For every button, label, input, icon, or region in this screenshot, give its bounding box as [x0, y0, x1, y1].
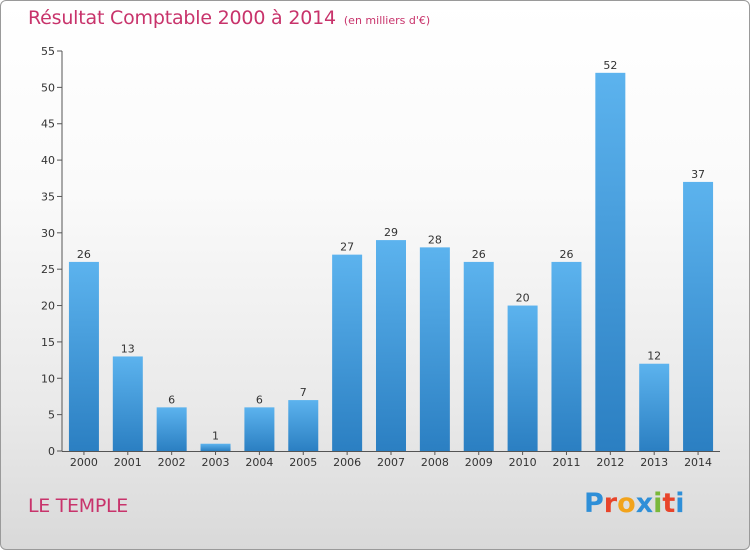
bar-value-label: 26 — [559, 248, 573, 261]
bar — [463, 261, 494, 451]
bar-value-label: 6 — [168, 393, 175, 406]
y-axis: 0 5 10 15 20 25 30 35 40 45 50 55 — [41, 45, 63, 458]
y-tick-label: 20 — [41, 300, 55, 313]
bar-value-label: 52 — [603, 59, 617, 72]
bar — [639, 363, 670, 451]
bar — [288, 400, 319, 451]
bar — [507, 305, 538, 451]
bar-value-label: 7 — [300, 386, 307, 399]
y-tick-label: 50 — [41, 81, 55, 94]
logo-letter: t — [662, 488, 676, 519]
bar — [68, 261, 99, 451]
chart-title: Résultat Comptable 2000 à 2014 — [28, 7, 336, 29]
bar — [683, 181, 714, 451]
proxiti-logo[interactable]: Proxiti — [584, 488, 685, 519]
logo-letter: i — [653, 488, 663, 519]
x-tick-label: 2000 — [70, 456, 98, 469]
bars: 26 13 6 1 6 7 27 29 28 26 20 26 52 12 37 — [68, 59, 714, 452]
logo-letter: i — [675, 488, 685, 519]
y-tick-label: 0 — [48, 445, 55, 458]
x-tick-label: 2002 — [158, 456, 186, 469]
bar-value-label: 12 — [647, 350, 661, 363]
logo-letter: P — [584, 488, 604, 519]
x-tick-label: 2007 — [377, 456, 405, 469]
place-name: LE TEMPLE — [28, 495, 128, 517]
x-tick-label: 2004 — [245, 456, 273, 469]
y-tick-label: 35 — [41, 190, 55, 203]
logo-letter: r — [603, 488, 618, 519]
y-tick-label: 55 — [41, 45, 55, 58]
bar — [112, 356, 143, 451]
x-tick-label: 2009 — [465, 456, 493, 469]
chart-subtitle: (en milliers d'€) — [343, 14, 431, 27]
bar-value-label: 27 — [340, 241, 354, 254]
x-tick-label: 2011 — [552, 456, 580, 469]
y-tick-label: 45 — [41, 118, 55, 131]
x-tick-label: 2001 — [114, 456, 142, 469]
x-tick-label: 2005 — [289, 456, 317, 469]
bar-value-label: 20 — [516, 292, 530, 305]
bar-value-label: 29 — [384, 226, 398, 239]
bar-value-label: 6 — [256, 393, 263, 406]
bar — [244, 407, 275, 451]
x-tick-label: 2010 — [509, 456, 537, 469]
y-tick-label: 10 — [41, 372, 55, 385]
bar — [595, 72, 626, 452]
logo-letter: o — [617, 488, 636, 519]
bar — [376, 240, 406, 451]
bar — [332, 254, 363, 451]
x-tick-label: 2008 — [421, 456, 449, 469]
bar-value-label: 26 — [77, 248, 91, 261]
bar-value-label: 13 — [121, 342, 135, 355]
bar-value-label: 26 — [472, 248, 486, 261]
bar — [200, 443, 231, 451]
y-tick-label: 15 — [41, 336, 55, 349]
y-tick-label: 40 — [41, 154, 55, 167]
bar-value-label: 28 — [428, 233, 442, 246]
bar-value-label: 1 — [212, 430, 219, 443]
chart-header: Résultat Comptable 2000 à 2014 (en millie… — [28, 7, 430, 29]
x-tick-label: 2006 — [333, 456, 361, 469]
logo-letter: x — [635, 488, 654, 519]
bar — [156, 407, 187, 451]
bar-value-label: 37 — [691, 168, 705, 181]
y-tick-label: 25 — [41, 263, 55, 276]
y-tick-label: 5 — [48, 409, 55, 422]
x-axis: 2000 2001 2002 2003 2004 2005 2006 2007 2008 2009… — [62, 451, 720, 469]
x-tick-label: 2013 — [640, 456, 668, 469]
bar — [551, 261, 582, 451]
x-tick-label: 2012 — [596, 456, 624, 469]
bar — [419, 247, 450, 451]
x-tick-label: 2003 — [202, 456, 230, 469]
x-tick-label: 2014 — [684, 456, 712, 469]
y-tick-label: 30 — [41, 227, 55, 240]
